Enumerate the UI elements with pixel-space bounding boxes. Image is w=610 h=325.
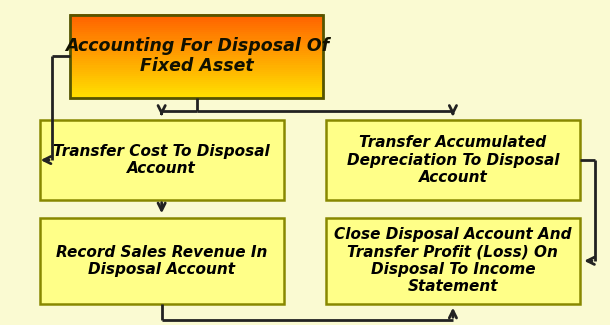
FancyBboxPatch shape [70, 88, 323, 91]
Text: Accounting For Disposal Of
Fixed Asset: Accounting For Disposal Of Fixed Asset [65, 37, 329, 75]
FancyBboxPatch shape [70, 84, 323, 87]
FancyBboxPatch shape [70, 70, 323, 73]
FancyBboxPatch shape [70, 14, 323, 17]
FancyBboxPatch shape [70, 34, 323, 37]
FancyBboxPatch shape [70, 41, 323, 44]
FancyBboxPatch shape [70, 45, 323, 48]
FancyBboxPatch shape [326, 218, 580, 304]
FancyBboxPatch shape [70, 18, 323, 21]
FancyBboxPatch shape [70, 32, 323, 35]
FancyBboxPatch shape [70, 63, 323, 66]
FancyBboxPatch shape [70, 86, 323, 89]
Text: Transfer Cost To Disposal
Account: Transfer Cost To Disposal Account [53, 144, 270, 176]
FancyBboxPatch shape [70, 51, 323, 54]
FancyBboxPatch shape [70, 68, 323, 71]
FancyBboxPatch shape [70, 61, 323, 64]
FancyBboxPatch shape [70, 92, 323, 96]
Text: Record Sales Revenue In
Disposal Account: Record Sales Revenue In Disposal Account [56, 245, 267, 277]
FancyBboxPatch shape [70, 74, 323, 77]
FancyBboxPatch shape [70, 78, 323, 81]
FancyBboxPatch shape [70, 76, 323, 79]
FancyBboxPatch shape [70, 55, 323, 58]
FancyBboxPatch shape [70, 28, 323, 31]
FancyBboxPatch shape [326, 120, 580, 200]
FancyBboxPatch shape [40, 218, 284, 304]
FancyBboxPatch shape [70, 90, 323, 93]
FancyBboxPatch shape [70, 72, 323, 75]
FancyBboxPatch shape [70, 24, 323, 27]
FancyBboxPatch shape [70, 22, 323, 25]
FancyBboxPatch shape [70, 43, 323, 46]
FancyBboxPatch shape [70, 65, 323, 69]
FancyBboxPatch shape [70, 30, 323, 33]
FancyBboxPatch shape [70, 47, 323, 50]
FancyBboxPatch shape [70, 59, 323, 62]
FancyBboxPatch shape [70, 95, 323, 97]
FancyBboxPatch shape [40, 120, 284, 200]
FancyBboxPatch shape [70, 82, 323, 85]
FancyBboxPatch shape [70, 53, 323, 56]
FancyBboxPatch shape [70, 16, 323, 19]
FancyBboxPatch shape [70, 49, 323, 52]
Text: Close Disposal Account And
Transfer Profit (Loss) On
Disposal To Income
Statemen: Close Disposal Account And Transfer Prof… [334, 227, 572, 294]
FancyBboxPatch shape [70, 38, 323, 42]
FancyBboxPatch shape [70, 26, 323, 29]
FancyBboxPatch shape [70, 36, 323, 40]
FancyBboxPatch shape [70, 20, 323, 23]
FancyBboxPatch shape [70, 80, 323, 83]
FancyBboxPatch shape [70, 57, 323, 60]
Text: Transfer Accumulated
Depreciation To Disposal
Account: Transfer Accumulated Depreciation To Dis… [346, 135, 559, 185]
